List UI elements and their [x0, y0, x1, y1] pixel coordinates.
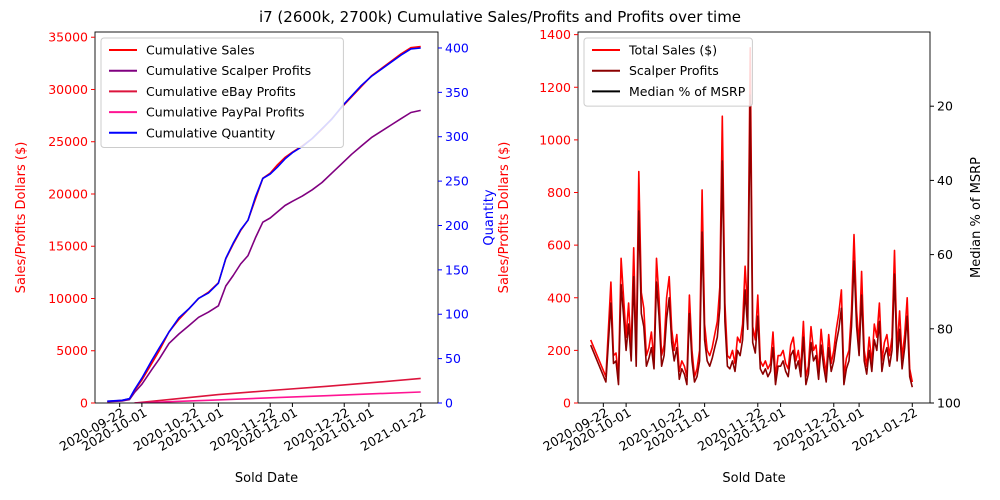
y-tick-label: 10000 [48, 291, 88, 306]
y2-tick-label: 100 [445, 307, 469, 322]
legend-label: Total Sales ($) [628, 43, 717, 58]
y-tick-label: 25000 [48, 134, 88, 149]
legend-label: Median % of MSRP [629, 84, 746, 99]
y-tick-label: 800 [547, 185, 571, 200]
y-tick-label: 35000 [48, 30, 88, 45]
y-tick-label: 400 [547, 290, 571, 305]
legend: Cumulative Sales Cumulative Scalper Profi… [100, 37, 344, 148]
y2-tick-label: 250 [445, 174, 469, 189]
series-group [107, 45, 421, 403]
y-tick-label: 200 [547, 343, 571, 358]
y-tick-label: 15000 [48, 239, 88, 254]
y2-tick-label: 60 [937, 247, 953, 262]
series-line-cumulative-scalper-profits [107, 109, 421, 403]
plot-frame [94, 31, 439, 404]
legend-label: Scalper Profits [629, 63, 719, 78]
figure-title: i7 (2600k, 2700k) Cumulative Sales/Profi… [259, 8, 741, 26]
y-tick-label: 5000 [56, 343, 88, 358]
legend-box [583, 37, 753, 107]
y-tick-label: 1200 [539, 80, 571, 95]
series-group [589, 46, 914, 388]
y2-tick-label: 80 [937, 321, 953, 336]
daily-profit-chart: 0200400600800100012001400204060801002020… [497, 27, 984, 486]
y2-tick-label: 200 [445, 218, 469, 233]
legend-label: Cumulative Scalper Profits [146, 63, 311, 78]
y2-tick-label: 50 [445, 351, 461, 366]
y2-tick-label: 300 [445, 129, 469, 144]
plot-frame [577, 31, 931, 404]
series-line-scalper-profits [589, 94, 914, 388]
y-axis-label: Sales/Profits Dollars ($) [14, 142, 29, 294]
y-tick-label: 0 [563, 396, 571, 411]
y2-tick-label: 400 [445, 40, 469, 55]
y-axis-label: Sales/Profits Dollars ($) [497, 142, 512, 294]
y-tick-label: 1400 [539, 27, 571, 42]
legend-box [100, 37, 344, 148]
y-tick-label: 0 [80, 396, 88, 411]
series-line-cumulative-paypal-profits [134, 391, 421, 403]
y-tick-label: 20000 [48, 186, 88, 201]
y2-tick-label: 0 [445, 396, 453, 411]
y2-tick-label: 350 [445, 85, 469, 100]
y2-axis-label: Median % of MSRP [969, 157, 984, 278]
legend-label: Cumulative PayPal Profits [146, 105, 305, 120]
legend-label: Cumulative eBay Profits [146, 84, 296, 99]
legend: Total Sales ($) Scalper Profits Median % o… [583, 37, 753, 107]
y-tick-label: 1000 [539, 132, 571, 147]
y2-tick-label: 40 [937, 173, 953, 188]
series-line-cumulative-ebay-profits [134, 377, 421, 403]
x-axis-label: Sold Date [235, 471, 298, 486]
y-tick-label: 600 [547, 238, 571, 253]
y2-axis-label: Quantity [482, 189, 497, 245]
y-tick-label: 30000 [48, 82, 88, 97]
y2-tick-label: 20 [937, 99, 953, 114]
cumulative-chart: 0 5000 10000 15000 20000 25000 30000 35000 0 50 10… [14, 30, 497, 486]
y2-tick-label: 100 [937, 396, 961, 411]
legend-label: Cumulative Quantity [146, 125, 276, 140]
x-axis-label: Sold Date [722, 471, 785, 486]
legend-label: Cumulative Sales [146, 43, 255, 58]
series-line-cumulative-quantity [107, 47, 421, 402]
y2-tick-label: 150 [445, 262, 469, 277]
